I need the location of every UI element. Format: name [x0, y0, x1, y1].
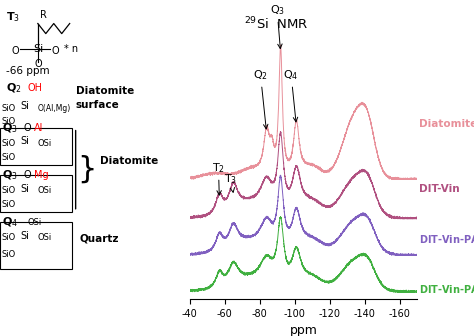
Text: Q$_3$: Q$_3$ [2, 168, 18, 182]
Text: -66 ppm: -66 ppm [6, 66, 50, 76]
Text: DIT-Vin: DIT-Vin [419, 184, 460, 195]
Text: O(Al,Mg): O(Al,Mg) [38, 104, 71, 113]
Text: OSi: OSi [38, 139, 52, 148]
Text: O: O [24, 170, 31, 180]
FancyBboxPatch shape [0, 175, 72, 212]
Text: DIT-Vin-PA$_{cov}$: DIT-Vin-PA$_{cov}$ [419, 233, 474, 247]
Text: O: O [12, 46, 19, 56]
Text: T$_2$: T$_2$ [212, 161, 225, 195]
Text: T$_3$: T$_3$ [6, 10, 20, 24]
Text: Diatomite: Diatomite [76, 86, 134, 96]
Text: Q$_2$: Q$_2$ [6, 81, 22, 94]
Text: Q$_2$: Q$_2$ [253, 68, 268, 129]
FancyBboxPatch shape [0, 222, 72, 269]
Text: Q$_4$: Q$_4$ [2, 215, 18, 229]
Text: SiO: SiO [2, 153, 16, 162]
Text: $^{29}$Si  NMR: $^{29}$Si NMR [244, 16, 309, 33]
Text: O: O [35, 59, 43, 69]
Text: SiO: SiO [2, 186, 16, 195]
Text: Si: Si [20, 136, 29, 146]
Text: SiO: SiO [2, 250, 16, 259]
Text: Diatomite: Diatomite [419, 119, 474, 129]
Text: OSi: OSi [28, 218, 42, 227]
Text: Q$_4$: Q$_4$ [283, 68, 299, 122]
Text: R: R [40, 10, 47, 20]
Text: OSi: OSi [38, 186, 52, 195]
Text: Si: Si [33, 44, 43, 54]
Text: SiO: SiO [2, 200, 16, 209]
Text: O: O [52, 46, 59, 56]
Text: Quartz: Quartz [80, 234, 119, 244]
X-axis label: ppm: ppm [290, 324, 317, 336]
Text: DIT-Vin-PA$_{in}$: DIT-Vin-PA$_{in}$ [419, 283, 474, 297]
Text: OSi: OSi [38, 233, 52, 242]
Text: SiO: SiO [2, 104, 16, 113]
Text: Q$_3$: Q$_3$ [2, 121, 18, 135]
Text: SiO: SiO [2, 233, 16, 242]
Text: SiO: SiO [2, 117, 16, 126]
Text: Si: Si [20, 101, 29, 111]
Text: OH: OH [28, 83, 43, 93]
Text: }: } [78, 155, 97, 184]
Text: Mg: Mg [34, 170, 48, 180]
FancyBboxPatch shape [0, 128, 72, 165]
Text: Si: Si [20, 230, 29, 241]
Text: Q$_3$: Q$_3$ [270, 3, 285, 48]
Text: T$_3$: T$_3$ [224, 172, 237, 192]
Text: * n: * n [64, 44, 78, 54]
Text: Al: Al [34, 123, 43, 133]
Text: surface: surface [76, 99, 119, 110]
Text: Si: Si [20, 183, 29, 194]
Text: O: O [24, 123, 31, 133]
Text: Diatomite: Diatomite [100, 156, 158, 166]
Text: SiO: SiO [2, 139, 16, 148]
